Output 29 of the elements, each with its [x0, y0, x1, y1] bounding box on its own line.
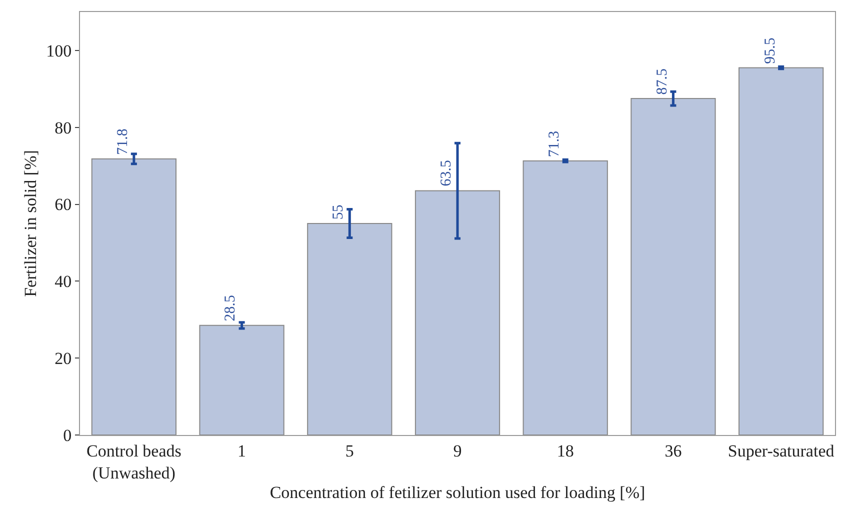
- x-tick-label: 9: [453, 441, 462, 460]
- x-axis-title: Concentration of fetilizer solution used for loading [%]: [270, 482, 646, 502]
- data-label: 55: [330, 204, 347, 220]
- bar: [738, 67, 824, 435]
- data-label: 71.8: [115, 128, 132, 155]
- y-tick-label: 40: [54, 272, 72, 292]
- bar: [414, 190, 500, 435]
- y-tick-label: 20: [54, 349, 72, 368]
- y-tick-label: 100: [46, 41, 72, 60]
- data-label: 87.5: [654, 68, 671, 95]
- bar: [630, 98, 716, 435]
- x-tick-label: 36: [664, 441, 682, 460]
- bar: [91, 158, 176, 435]
- x-tick-label: Control beads (Unwashed): [86, 441, 182, 482]
- y-axis-title: Fertilizer in solid [%]: [21, 150, 40, 297]
- data-label: 71.3: [546, 130, 563, 158]
- bar: [199, 324, 284, 435]
- x-tick-label: 1: [238, 441, 246, 460]
- data-label: 63.5: [438, 160, 455, 186]
- y-tick-label: 80: [54, 118, 72, 138]
- x-tick-label: 5: [345, 441, 354, 460]
- y-tick-label: 0: [63, 426, 72, 445]
- x-tick-label: 18: [556, 441, 574, 460]
- bar: [522, 160, 608, 435]
- data-label: 28.5: [222, 294, 238, 322]
- x-tick-label: Super-saturated: [728, 441, 835, 460]
- y-tick-label: 60: [54, 195, 72, 214]
- data-label: 95.5: [762, 38, 778, 64]
- bar: [307, 223, 392, 435]
